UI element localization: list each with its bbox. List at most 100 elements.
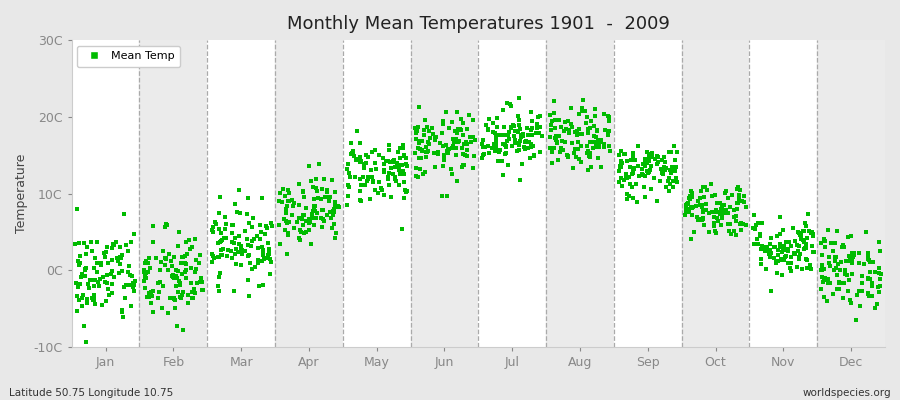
Point <box>680 201 695 207</box>
Point <box>411 104 426 110</box>
Point <box>87 292 102 298</box>
Point <box>504 124 518 130</box>
Point <box>355 182 369 188</box>
Point <box>446 143 460 149</box>
Point <box>481 126 495 133</box>
Point <box>511 113 526 119</box>
Point <box>449 145 464 151</box>
Point <box>575 130 590 137</box>
Point <box>310 210 324 216</box>
Point <box>383 194 398 200</box>
Bar <box>207 40 275 347</box>
Point <box>313 196 328 202</box>
Point <box>479 122 493 128</box>
Point <box>250 245 265 251</box>
Point <box>172 278 186 284</box>
Point <box>419 154 434 160</box>
Point <box>173 294 187 300</box>
Point <box>635 172 650 178</box>
Point <box>827 254 842 260</box>
Point <box>831 261 845 267</box>
Point <box>184 280 199 286</box>
Point <box>276 215 291 222</box>
Point <box>456 162 471 168</box>
Point <box>372 179 386 185</box>
Point <box>256 282 271 289</box>
Point <box>733 221 747 227</box>
Point <box>272 198 286 204</box>
Point <box>454 145 469 152</box>
Point <box>638 162 652 169</box>
Point <box>390 160 404 167</box>
Point <box>843 256 858 262</box>
Point <box>754 256 769 262</box>
Point <box>721 209 735 216</box>
Point <box>146 222 160 229</box>
Point <box>250 257 265 263</box>
Point <box>263 271 277 278</box>
Point <box>799 256 814 263</box>
Point <box>455 132 470 138</box>
Point <box>158 254 173 261</box>
Point <box>376 169 391 176</box>
Point <box>249 233 264 239</box>
Point <box>144 289 158 296</box>
Point <box>256 247 271 253</box>
Point <box>376 167 391 174</box>
Point <box>73 260 87 266</box>
Point <box>611 178 625 185</box>
Point <box>187 236 202 242</box>
Point <box>466 134 481 140</box>
Point <box>500 132 515 138</box>
Point <box>126 284 140 290</box>
Point <box>822 260 836 266</box>
Point <box>307 222 321 228</box>
Point <box>76 240 91 246</box>
Point <box>680 208 695 215</box>
Point <box>254 229 268 236</box>
Point <box>564 124 579 130</box>
Point <box>591 140 606 146</box>
Point <box>821 227 835 233</box>
Point <box>546 97 561 104</box>
Point <box>665 178 680 184</box>
Point <box>590 155 605 161</box>
Point <box>755 243 770 250</box>
Point <box>451 139 465 145</box>
Point <box>697 215 711 221</box>
Point <box>308 203 322 210</box>
Point <box>420 139 435 145</box>
Point <box>642 152 656 158</box>
Point <box>411 124 426 131</box>
Point <box>795 266 809 272</box>
Point <box>564 105 579 112</box>
Bar <box>614 40 681 347</box>
Point <box>497 124 511 130</box>
Point <box>775 248 789 255</box>
Point <box>725 192 740 198</box>
Point <box>679 206 693 212</box>
Point <box>438 109 453 116</box>
Point <box>816 278 831 285</box>
Point <box>421 128 436 134</box>
Point <box>721 194 735 201</box>
Point <box>392 164 407 171</box>
Point <box>580 114 594 120</box>
Point <box>104 271 119 277</box>
Point <box>654 166 669 172</box>
Point <box>549 133 563 139</box>
Point <box>225 222 239 228</box>
Point <box>727 228 742 234</box>
Point <box>716 210 731 216</box>
Point <box>155 305 169 312</box>
Point <box>707 223 722 229</box>
Point <box>320 194 334 200</box>
Point <box>107 274 122 280</box>
Point <box>195 278 210 285</box>
Point <box>612 168 626 174</box>
Point <box>299 228 313 235</box>
Point <box>758 244 772 250</box>
Point <box>734 220 748 226</box>
Point <box>715 202 729 208</box>
Point <box>695 204 709 210</box>
